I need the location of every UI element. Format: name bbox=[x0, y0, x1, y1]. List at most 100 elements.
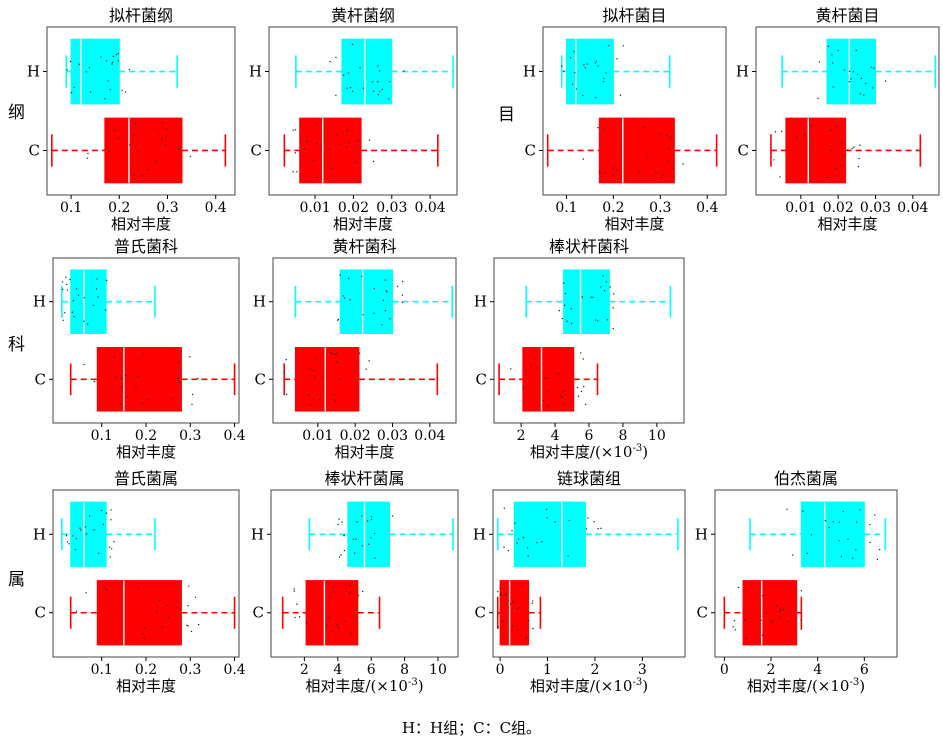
jitter-point bbox=[86, 323, 89, 325]
jitter-point bbox=[852, 557, 854, 559]
jitter-point bbox=[531, 602, 533, 604]
jitter-point bbox=[105, 512, 108, 514]
jitter-point bbox=[367, 543, 370, 545]
jitter-point bbox=[778, 610, 781, 613]
iqr-box bbox=[305, 580, 359, 646]
jitter-point bbox=[147, 168, 149, 171]
jitter-point bbox=[294, 152, 296, 154]
iqr-box bbox=[347, 501, 391, 567]
jitter-point bbox=[384, 279, 386, 281]
jitter-point bbox=[600, 286, 602, 288]
jitter-point bbox=[603, 289, 606, 292]
jitter-point bbox=[732, 626, 734, 628]
jitter-point bbox=[497, 626, 499, 628]
x-axis-label: 相对丰度 bbox=[333, 215, 393, 233]
jitter-point bbox=[570, 308, 573, 310]
iqr-box bbox=[742, 580, 798, 646]
jitter-point bbox=[597, 65, 599, 67]
jitter-point bbox=[384, 310, 386, 312]
jitter-point bbox=[848, 81, 851, 83]
x-tick-label: 0.1 bbox=[60, 200, 82, 216]
jitter-point bbox=[346, 129, 348, 131]
jitter-point bbox=[558, 309, 561, 312]
jitter-point bbox=[177, 377, 179, 380]
jitter-point bbox=[517, 538, 520, 540]
y-tick-label: H bbox=[251, 525, 264, 543]
jitter-point bbox=[166, 604, 168, 607]
jitter-point bbox=[87, 152, 89, 155]
y-tick-label: H bbox=[33, 293, 46, 311]
jitter-point bbox=[96, 278, 98, 280]
jitter-point bbox=[117, 52, 120, 55]
jitter-point bbox=[838, 540, 840, 542]
jitter-point bbox=[594, 62, 597, 64]
jitter-point bbox=[348, 592, 351, 594]
box-panel: 黄杆菌目 H C 0.01 0.02 0.03 0.04 相对丰度 bbox=[736, 6, 940, 233]
jitter-point bbox=[331, 167, 333, 170]
jitter-point bbox=[146, 399, 148, 401]
jitter-point bbox=[616, 58, 618, 60]
jitter-point bbox=[787, 620, 789, 623]
jitter-point bbox=[828, 526, 830, 529]
jitter-point bbox=[531, 600, 534, 602]
jitter-point bbox=[296, 603, 298, 605]
jitter-point bbox=[75, 288, 78, 290]
jitter-point bbox=[668, 147, 670, 150]
jitter-point bbox=[869, 523, 871, 526]
jitter-point bbox=[338, 378, 341, 380]
jitter-point bbox=[518, 606, 520, 608]
jitter-point bbox=[497, 613, 499, 616]
jitter-point bbox=[361, 545, 363, 547]
jitter-point bbox=[342, 74, 345, 77]
jitter-point bbox=[165, 136, 168, 138]
jitter-point bbox=[382, 299, 385, 302]
x-axis-label: 相对丰度 bbox=[116, 443, 176, 461]
jitter-point bbox=[373, 312, 375, 314]
jitter-point bbox=[133, 134, 135, 136]
jitter-point bbox=[368, 139, 371, 141]
panel-title: 伯杰菌属 bbox=[774, 469, 838, 488]
x-axis-label-end: ) bbox=[642, 443, 648, 461]
jitter-point bbox=[734, 629, 736, 631]
jitter-point bbox=[135, 386, 137, 388]
jitter-point bbox=[847, 538, 849, 541]
jitter-point bbox=[507, 549, 510, 552]
x-tick-label: 0.04 bbox=[415, 200, 446, 216]
jitter-point bbox=[831, 62, 834, 64]
jitter-point bbox=[100, 509, 103, 512]
x-tick-label: 0.2 bbox=[602, 200, 624, 216]
x-axis-label: 相对丰度 bbox=[334, 443, 394, 461]
jitter-point bbox=[573, 50, 575, 53]
y-tick-label: C bbox=[697, 604, 708, 622]
iqr-box bbox=[563, 269, 610, 334]
jitter-point bbox=[66, 541, 69, 543]
jitter-point bbox=[802, 510, 804, 512]
jitter-point bbox=[503, 507, 506, 509]
jitter-point bbox=[396, 285, 399, 287]
x-tick-label: 0.01 bbox=[299, 200, 330, 216]
jitter-point bbox=[522, 536, 525, 539]
jitter-point bbox=[164, 144, 167, 146]
jitter-point bbox=[349, 299, 351, 301]
jitter-point bbox=[569, 57, 572, 59]
jitter-point bbox=[337, 627, 340, 629]
jitter-point bbox=[561, 396, 563, 398]
jitter-point bbox=[197, 623, 200, 626]
panel-title: 拟杆菌纲 bbox=[109, 6, 173, 25]
jitter-point bbox=[113, 541, 115, 543]
jitter-point bbox=[303, 148, 306, 150]
x-tick-label: 0.04 bbox=[414, 428, 445, 444]
jitter-point bbox=[285, 358, 287, 361]
jitter-point bbox=[343, 549, 346, 552]
x-tick-label: 0.03 bbox=[860, 200, 891, 216]
jitter-point bbox=[83, 297, 86, 299]
panel-title: 拟杆菌目 bbox=[602, 6, 666, 25]
jitter-point bbox=[852, 71, 855, 73]
jitter-point bbox=[528, 619, 530, 622]
iqr-box bbox=[565, 38, 614, 105]
jitter-point bbox=[858, 157, 860, 160]
jitter-point bbox=[189, 355, 191, 358]
jitter-point bbox=[389, 318, 391, 320]
jitter-point bbox=[115, 53, 118, 56]
